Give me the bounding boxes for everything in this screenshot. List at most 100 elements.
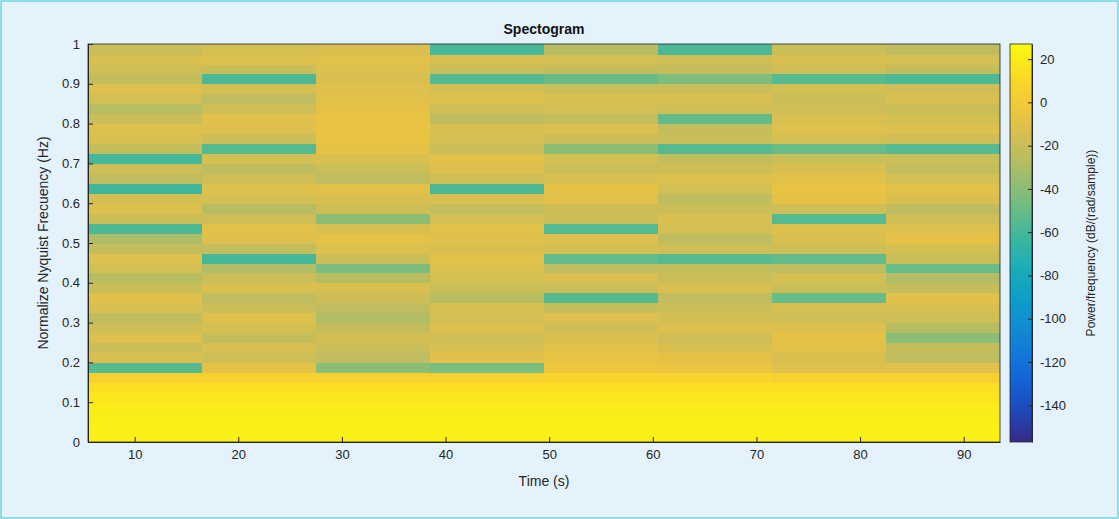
heatmap-cell: [658, 392, 773, 403]
heatmap-cell: [658, 54, 773, 65]
heatmap-cell: [772, 173, 887, 184]
heatmap-cell: [544, 372, 659, 383]
tick-mark: [756, 437, 757, 442]
heatmap-cell: [886, 362, 1000, 373]
heatmap-cell: [886, 223, 1000, 234]
tick-label: 50: [542, 447, 556, 462]
heatmap-cell: [772, 273, 887, 284]
tick-mark: [964, 437, 965, 442]
heatmap-cell: [430, 144, 545, 155]
heatmap-cell: [316, 243, 431, 254]
heatmap-cell: [316, 114, 431, 125]
heatmap-cell: [658, 173, 773, 184]
heatmap-cell: [658, 144, 773, 155]
heatmap-cell: [316, 263, 431, 274]
heatmap-cell: [658, 44, 773, 55]
heatmap-cell: [430, 352, 545, 363]
heatmap-cell: [658, 263, 773, 274]
heatmap-cell: [772, 372, 887, 383]
heatmap-cell: [202, 283, 317, 294]
heatmap-cell: [88, 273, 203, 284]
heatmap-cell: [202, 74, 317, 85]
heatmap-cell: [658, 64, 773, 75]
heatmap-cell: [544, 223, 659, 234]
heatmap-cell: [316, 183, 431, 194]
heatmap-cell: [544, 362, 659, 373]
heatmap-cell: [772, 382, 887, 393]
heatmap-cell: [658, 114, 773, 125]
heatmap-cell: [316, 402, 431, 413]
tick-label: -20: [1040, 138, 1059, 153]
tick-mark: [1028, 362, 1032, 363]
heatmap-cell: [316, 134, 431, 145]
heatmap-cell: [202, 213, 317, 224]
y-axis: 00.10.20.30.40.50.60.70.80.91: [62, 37, 93, 450]
heatmap-cell: [886, 203, 1000, 214]
heatmap-cell: [886, 94, 1000, 105]
heatmap-cell: [430, 313, 545, 324]
heatmap-cell: [658, 432, 773, 442]
heatmap-cell: [658, 84, 773, 95]
tick: 70: [750, 437, 764, 462]
tick-label: -80: [1040, 268, 1059, 283]
heatmap-cell: [658, 382, 773, 393]
heatmap-cell: [658, 153, 773, 164]
y-axis-title: Normalize Nyquist Frecuency (Hz): [35, 136, 51, 349]
heatmap-cell: [316, 44, 431, 55]
heatmap-cell: [88, 84, 203, 95]
heatmap-cell: [88, 303, 203, 314]
heatmap-cell: [430, 333, 545, 344]
chart-title: Spectogram: [504, 21, 585, 37]
heatmap-cell: [772, 422, 887, 433]
tick-mark: [88, 84, 93, 85]
heatmap-cell: [886, 273, 1000, 284]
heatmap-cell: [886, 74, 1000, 85]
heatmap-cell: [544, 183, 659, 194]
tick-label: 0.6: [62, 196, 80, 211]
heatmap-cell: [772, 392, 887, 403]
heatmap-cell: [88, 64, 203, 75]
heatmap-cell: [544, 124, 659, 135]
heatmap-cell: [886, 213, 1000, 224]
heatmap-cell: [202, 273, 317, 284]
tick-label: 0.9: [62, 76, 80, 91]
heatmap-cell: [658, 323, 773, 334]
heatmap-cell: [430, 173, 545, 184]
heatmap-cell: [202, 153, 317, 164]
heatmap-cell: [88, 193, 203, 204]
heatmap-cell: [202, 362, 317, 373]
heatmap-cell: [316, 233, 431, 244]
heatmap-cell: [316, 412, 431, 423]
tick-mark: [88, 362, 93, 363]
heatmap-cell: [544, 114, 659, 125]
heatmap-cell: [772, 233, 887, 244]
tick: 0.1: [62, 395, 93, 410]
tick-label: 10: [128, 447, 142, 462]
heatmap-cell: [430, 263, 545, 274]
heatmap-cell: [88, 44, 203, 55]
heatmap-cell: [88, 124, 203, 135]
heatmap-cell: [772, 402, 887, 413]
heatmap-cell: [202, 104, 317, 115]
heatmap-cell: [658, 333, 773, 344]
heatmap-cell: [658, 223, 773, 234]
x-axis: 102030405060708090: [89, 437, 1001, 462]
heatmap-cell: [202, 392, 317, 403]
heatmap-cell: [316, 432, 431, 442]
tick-label: 0.4: [62, 275, 80, 290]
heatmap-cell: [544, 233, 659, 244]
heatmap-cell: [886, 343, 1000, 354]
tick: 1: [73, 37, 93, 52]
tick-mark: [88, 203, 93, 204]
heatmap-cell: [430, 402, 545, 413]
heatmap-cell: [772, 303, 887, 314]
heatmap-cell: [544, 392, 659, 403]
heatmap-cell: [886, 104, 1000, 115]
heatmap-cell: [886, 402, 1000, 413]
heatmap-cell: [88, 213, 203, 224]
heatmap-cell: [430, 273, 545, 284]
heatmap-cell: [430, 382, 545, 393]
heatmap-cell: [88, 352, 203, 363]
heatmap-cell: [772, 283, 887, 294]
heatmap-cell: [88, 203, 203, 214]
